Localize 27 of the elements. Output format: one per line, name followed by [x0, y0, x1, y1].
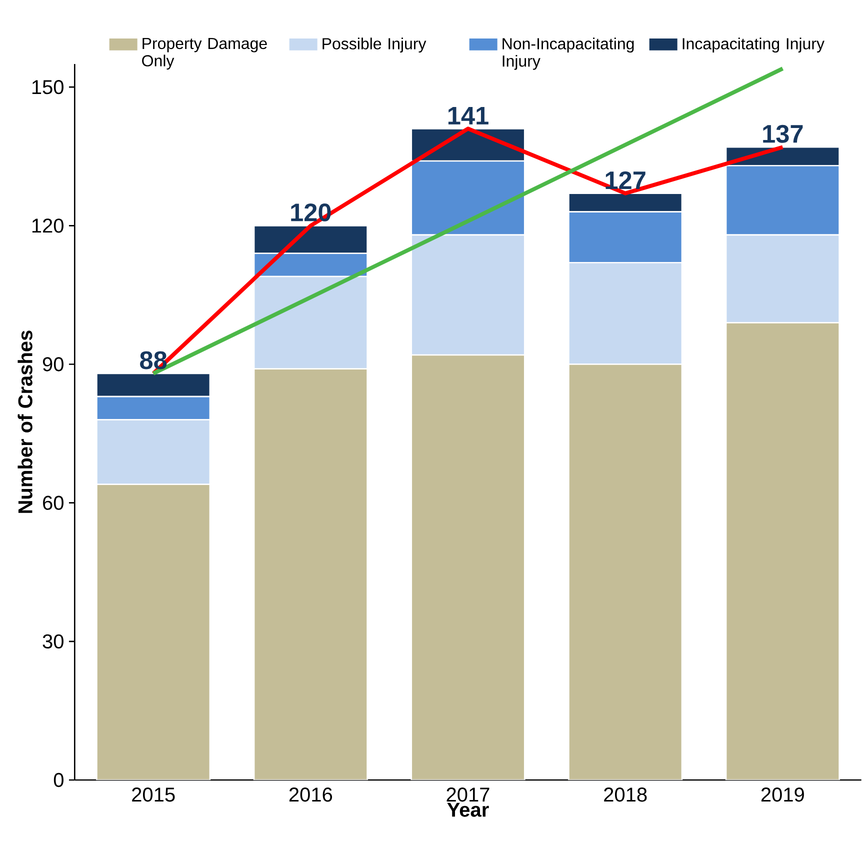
- x-axis-title: Year: [447, 802, 489, 817]
- total-label: 120: [291, 203, 331, 222]
- y-tick-label: 150: [32, 80, 64, 94]
- total-label: 137: [763, 124, 803, 143]
- x-tick-label: 2016: [289, 788, 332, 802]
- y-axis-title: Number of Crashes: [18, 330, 32, 513]
- x-tick-label: 2017: [446, 788, 490, 802]
- y-tick-label: 120: [32, 218, 64, 233]
- total-label: 88: [140, 351, 167, 370]
- bar: [253, 368, 368, 780]
- x-tick-label: 2015: [132, 788, 175, 802]
- bar: [96, 484, 211, 780]
- total-label: 141: [448, 106, 488, 124]
- legend-label: Non-Incapacitating Injury: [502, 38, 634, 70]
- x-tick-label: 2019: [761, 788, 804, 802]
- y-tick-label: 60: [43, 496, 64, 510]
- y-tick-label: 30: [42, 634, 64, 648]
- bar: [410, 354, 526, 780]
- legend-label: Possible Injury: [322, 38, 426, 53]
- y-tick-label: 0: [54, 772, 64, 788]
- y-tick-label: 90: [42, 357, 64, 372]
- bar: [568, 364, 683, 780]
- x-tick-label: 2018: [604, 788, 647, 802]
- bar: [725, 322, 840, 780]
- legend-label: Incapacitating Injury: [682, 38, 824, 53]
- total-label: 127: [606, 171, 646, 190]
- legend-label: Property Damage Only: [142, 38, 267, 70]
